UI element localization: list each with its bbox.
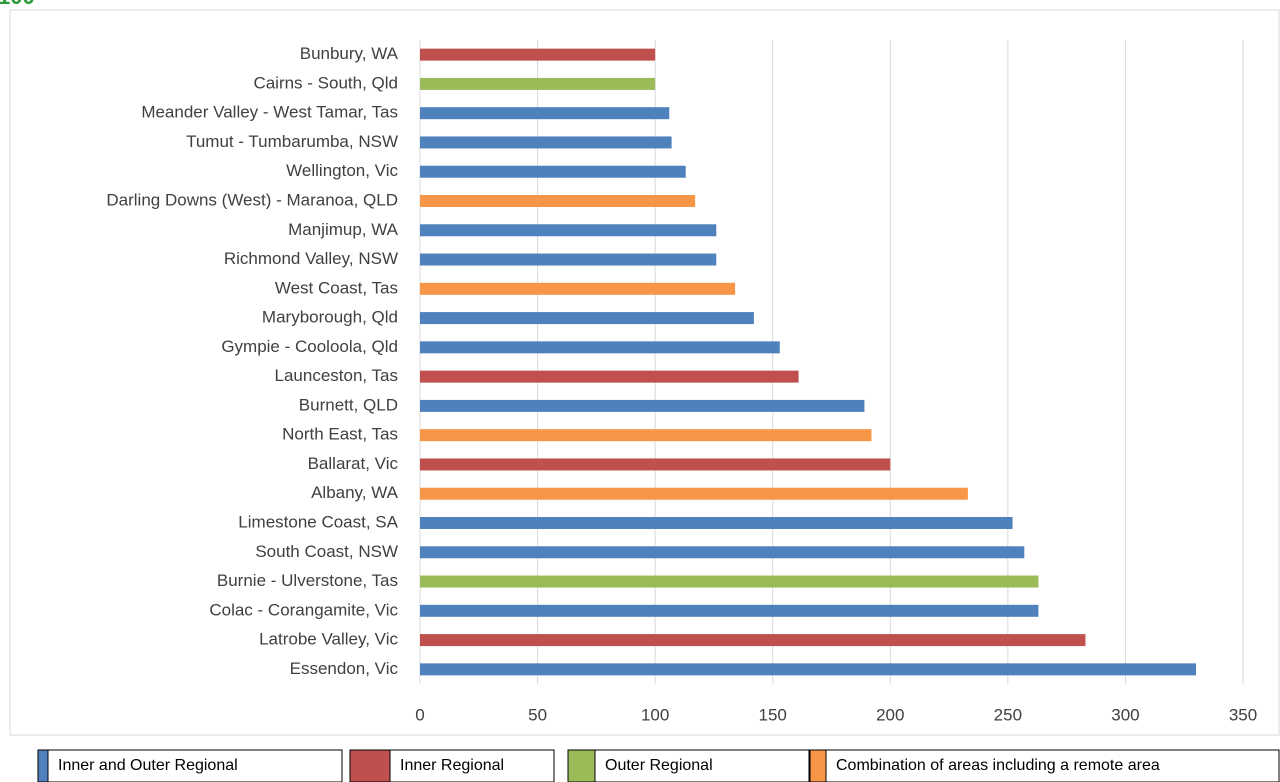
bar xyxy=(420,136,672,149)
bar xyxy=(420,546,1025,559)
y-tick-label: Darling Downs (West) - Maranoa, QLD xyxy=(106,190,398,209)
y-tick-label: North East, Tas xyxy=(282,425,398,444)
bar xyxy=(420,458,891,471)
x-tick-label: 150 xyxy=(759,705,787,724)
y-tick-label: Cairns - South, Qld xyxy=(253,73,398,92)
y-tick-label: Bunbury, WA xyxy=(300,44,399,63)
y-tick-label: Latrobe Valley, Vic xyxy=(259,630,398,649)
bar xyxy=(420,165,686,178)
y-tick-label: Launceston, Tas xyxy=(275,366,399,385)
legend-cell xyxy=(389,749,555,782)
y-tick-label: Meander Valley - West Tamar, Tas xyxy=(141,103,398,122)
bar xyxy=(420,517,1013,529)
legend-label: Combination of areas including a remote … xyxy=(836,757,1160,774)
legend-swatch xyxy=(37,749,49,782)
bar xyxy=(420,282,736,295)
bar xyxy=(420,312,754,325)
y-tick-label: Maryborough, Qld xyxy=(262,308,398,327)
y-tick-label: Burnie - Ulverstone, Tas xyxy=(217,571,398,590)
bar xyxy=(420,429,872,442)
y-tick-label: Ballarat, Vic xyxy=(308,454,399,473)
bar xyxy=(420,48,656,61)
x-tick-label: 200 xyxy=(876,705,904,724)
legend-swatch xyxy=(809,749,827,782)
bar xyxy=(420,634,1086,647)
legend-cell xyxy=(47,749,343,782)
x-tick-label: 50 xyxy=(528,705,547,724)
bar xyxy=(420,253,717,266)
legend-swatch xyxy=(567,749,596,782)
bar xyxy=(420,77,656,90)
x-tick-label: 350 xyxy=(1229,705,1257,724)
y-tick-label: Colac - Corangamite, Vic xyxy=(209,600,398,619)
y-tick-label: Gympie - Cooloola, Qld xyxy=(221,337,398,356)
bar xyxy=(420,195,696,207)
y-tick-label: Richmond Valley, NSW xyxy=(224,249,398,268)
y-tick-label: Limestone Coast, SA xyxy=(238,512,398,531)
y-tick-label: West Coast, Tas xyxy=(275,278,398,297)
y-tick-label: Tumut - Tumbarumba, NSW xyxy=(186,132,398,151)
x-tick-label: 250 xyxy=(994,705,1022,724)
bar xyxy=(420,224,717,237)
legend-label: Outer Regional xyxy=(605,757,713,774)
bar xyxy=(420,370,799,383)
bar xyxy=(420,663,1196,676)
x-tick-label: 0 xyxy=(415,705,424,724)
legend-swatch xyxy=(349,749,391,782)
bar xyxy=(420,107,670,120)
bar xyxy=(420,604,1039,617)
legend-cell xyxy=(594,749,810,782)
y-tick-label: Wellington, Vic xyxy=(286,161,398,180)
y-tick-label: Essendon, Vic xyxy=(290,659,399,678)
bar xyxy=(420,341,780,354)
bar xyxy=(420,487,968,500)
y-tick-label: Albany, WA xyxy=(311,483,399,502)
x-tick-label: 300 xyxy=(1111,705,1139,724)
bar xyxy=(420,399,865,412)
bar xyxy=(420,575,1039,588)
y-tick-label: Manjimup, WA xyxy=(288,220,399,239)
y-tick-label: South Coast, NSW xyxy=(255,542,398,561)
y-tick-label: Burnett, QLD xyxy=(299,395,398,414)
legend-label: Inner and Outer Regional xyxy=(58,757,238,774)
x-tick-label: 100 xyxy=(641,705,669,724)
legend-label: Inner Regional xyxy=(400,757,504,774)
legend-cell xyxy=(825,749,1280,782)
chart-frame xyxy=(9,9,1280,736)
chart-title: 100 xyxy=(0,0,35,9)
